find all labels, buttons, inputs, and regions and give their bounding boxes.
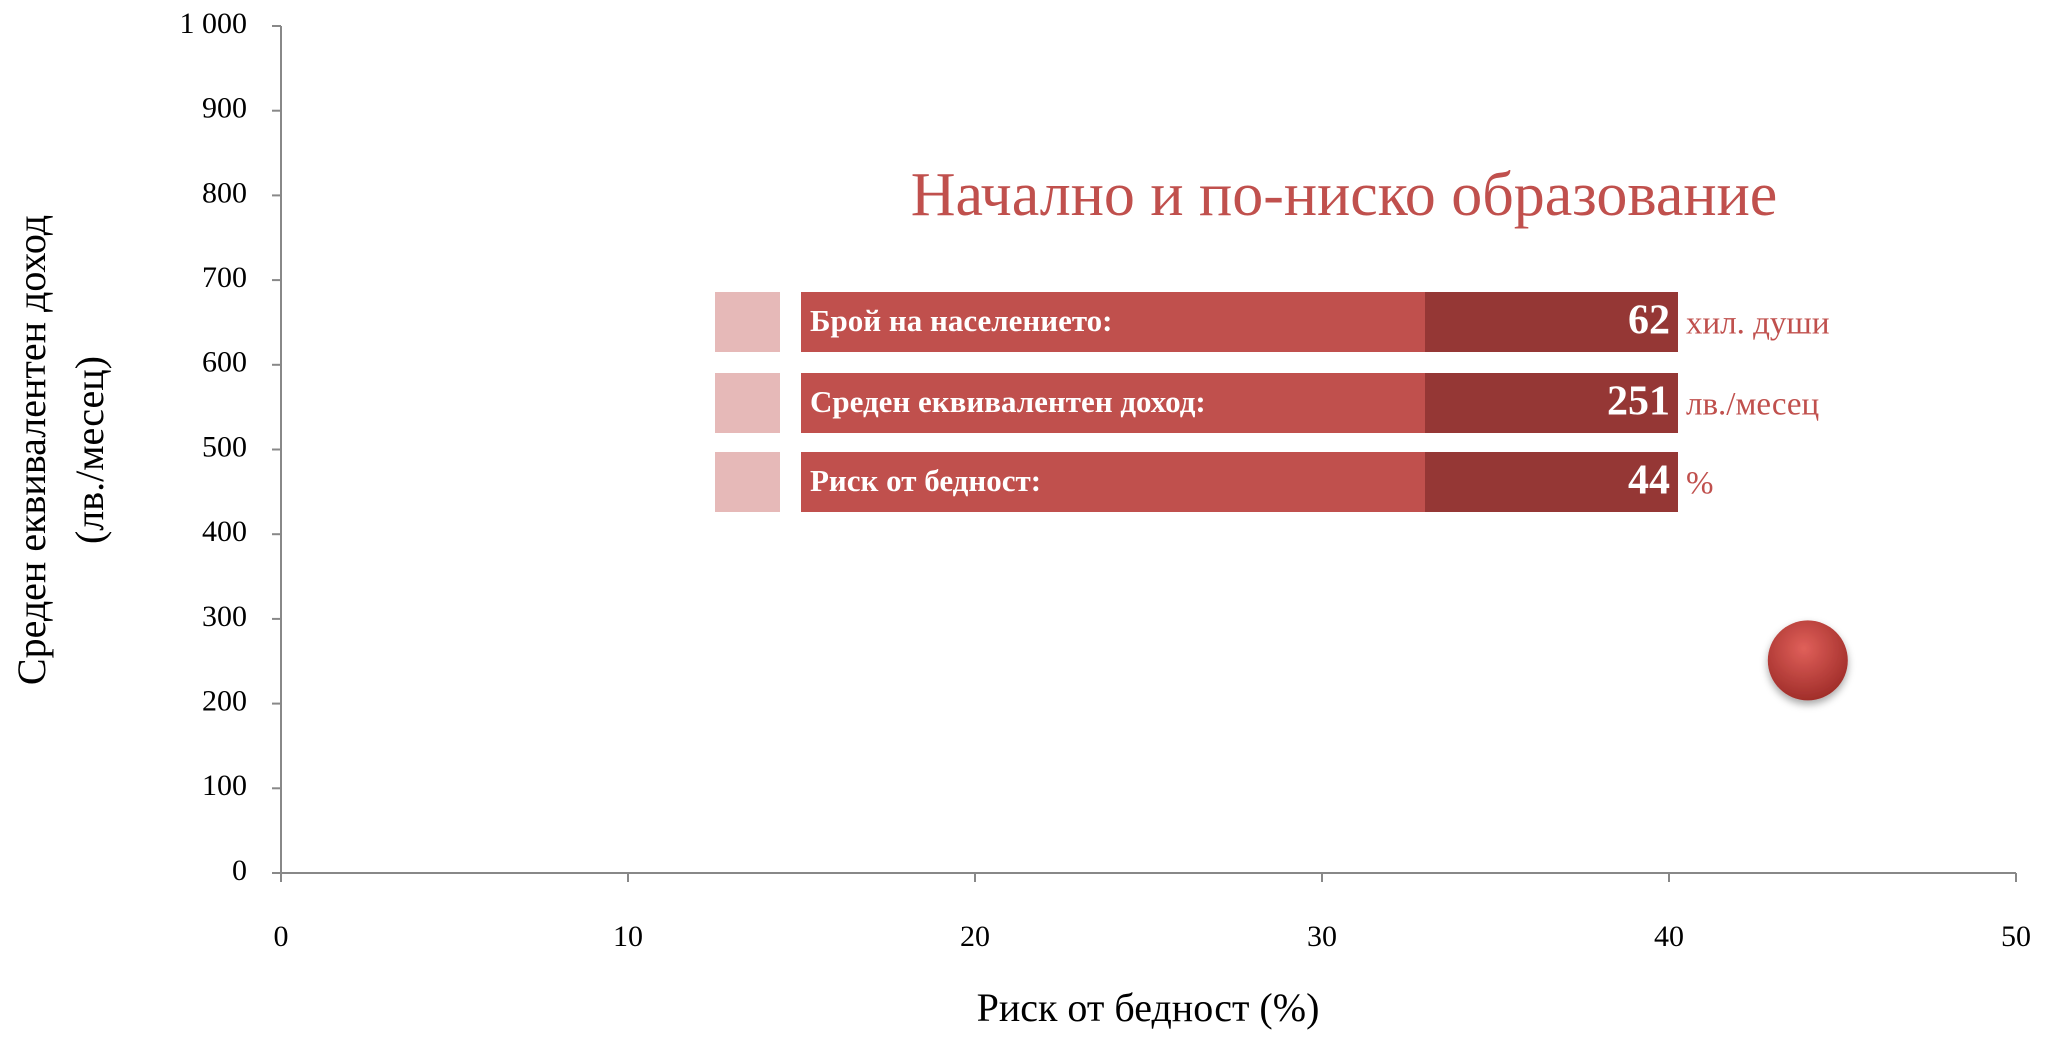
y-tick-label: 600 — [202, 346, 247, 379]
info-value: 44 — [1628, 458, 1670, 504]
info-square — [715, 292, 780, 352]
info-square — [715, 452, 780, 512]
y-tick-label: 900 — [202, 92, 247, 125]
info-label: Риск от бедност: — [810, 463, 1041, 498]
info-value: 62 — [1628, 298, 1670, 344]
x-tick-label: 0 — [274, 920, 289, 953]
y-tick-label: 500 — [202, 430, 247, 463]
x-tick-label: 30 — [1307, 920, 1337, 953]
info-value-bar — [1425, 292, 1678, 352]
y-tick-label: 400 — [202, 515, 247, 548]
info-value: 251 — [1607, 379, 1670, 425]
x-tick-label: 50 — [2001, 920, 2031, 953]
info-unit: хил. души — [1686, 306, 1830, 342]
info-unit: % — [1686, 466, 1714, 502]
info-value-bar — [1425, 452, 1678, 512]
y-tick-label: 200 — [202, 684, 247, 717]
x-tick-label: 20 — [960, 920, 990, 953]
x-tick-label: 10 — [613, 920, 643, 953]
chart-title: Начално и по-ниско образование — [911, 161, 1778, 229]
y-tick-label: 100 — [202, 769, 247, 802]
y-tick-label: 1 000 — [180, 7, 248, 40]
info-label: Брой на населението: — [810, 303, 1113, 338]
y-axis-label: (лв./месец) — [67, 356, 112, 544]
x-tick-label: 40 — [1654, 920, 1684, 953]
info-square — [715, 373, 780, 433]
y-tick-label: 800 — [202, 176, 247, 209]
info-label: Среден еквивалентен доход: — [810, 384, 1206, 419]
y-axis-label: Среден еквивалентен доход — [9, 215, 54, 685]
info-bar — [801, 373, 1425, 433]
x-axis-label: Риск от бедност (%) — [977, 985, 1320, 1030]
info-bar — [801, 452, 1425, 512]
info-bar — [801, 292, 1425, 352]
y-tick-label: 700 — [202, 261, 247, 294]
y-tick-label: 0 — [232, 854, 247, 887]
y-tick-label: 300 — [202, 600, 247, 633]
bubble — [1767, 620, 1848, 701]
info-unit: лв./месец — [1686, 387, 1819, 423]
info-value-bar — [1425, 373, 1678, 433]
